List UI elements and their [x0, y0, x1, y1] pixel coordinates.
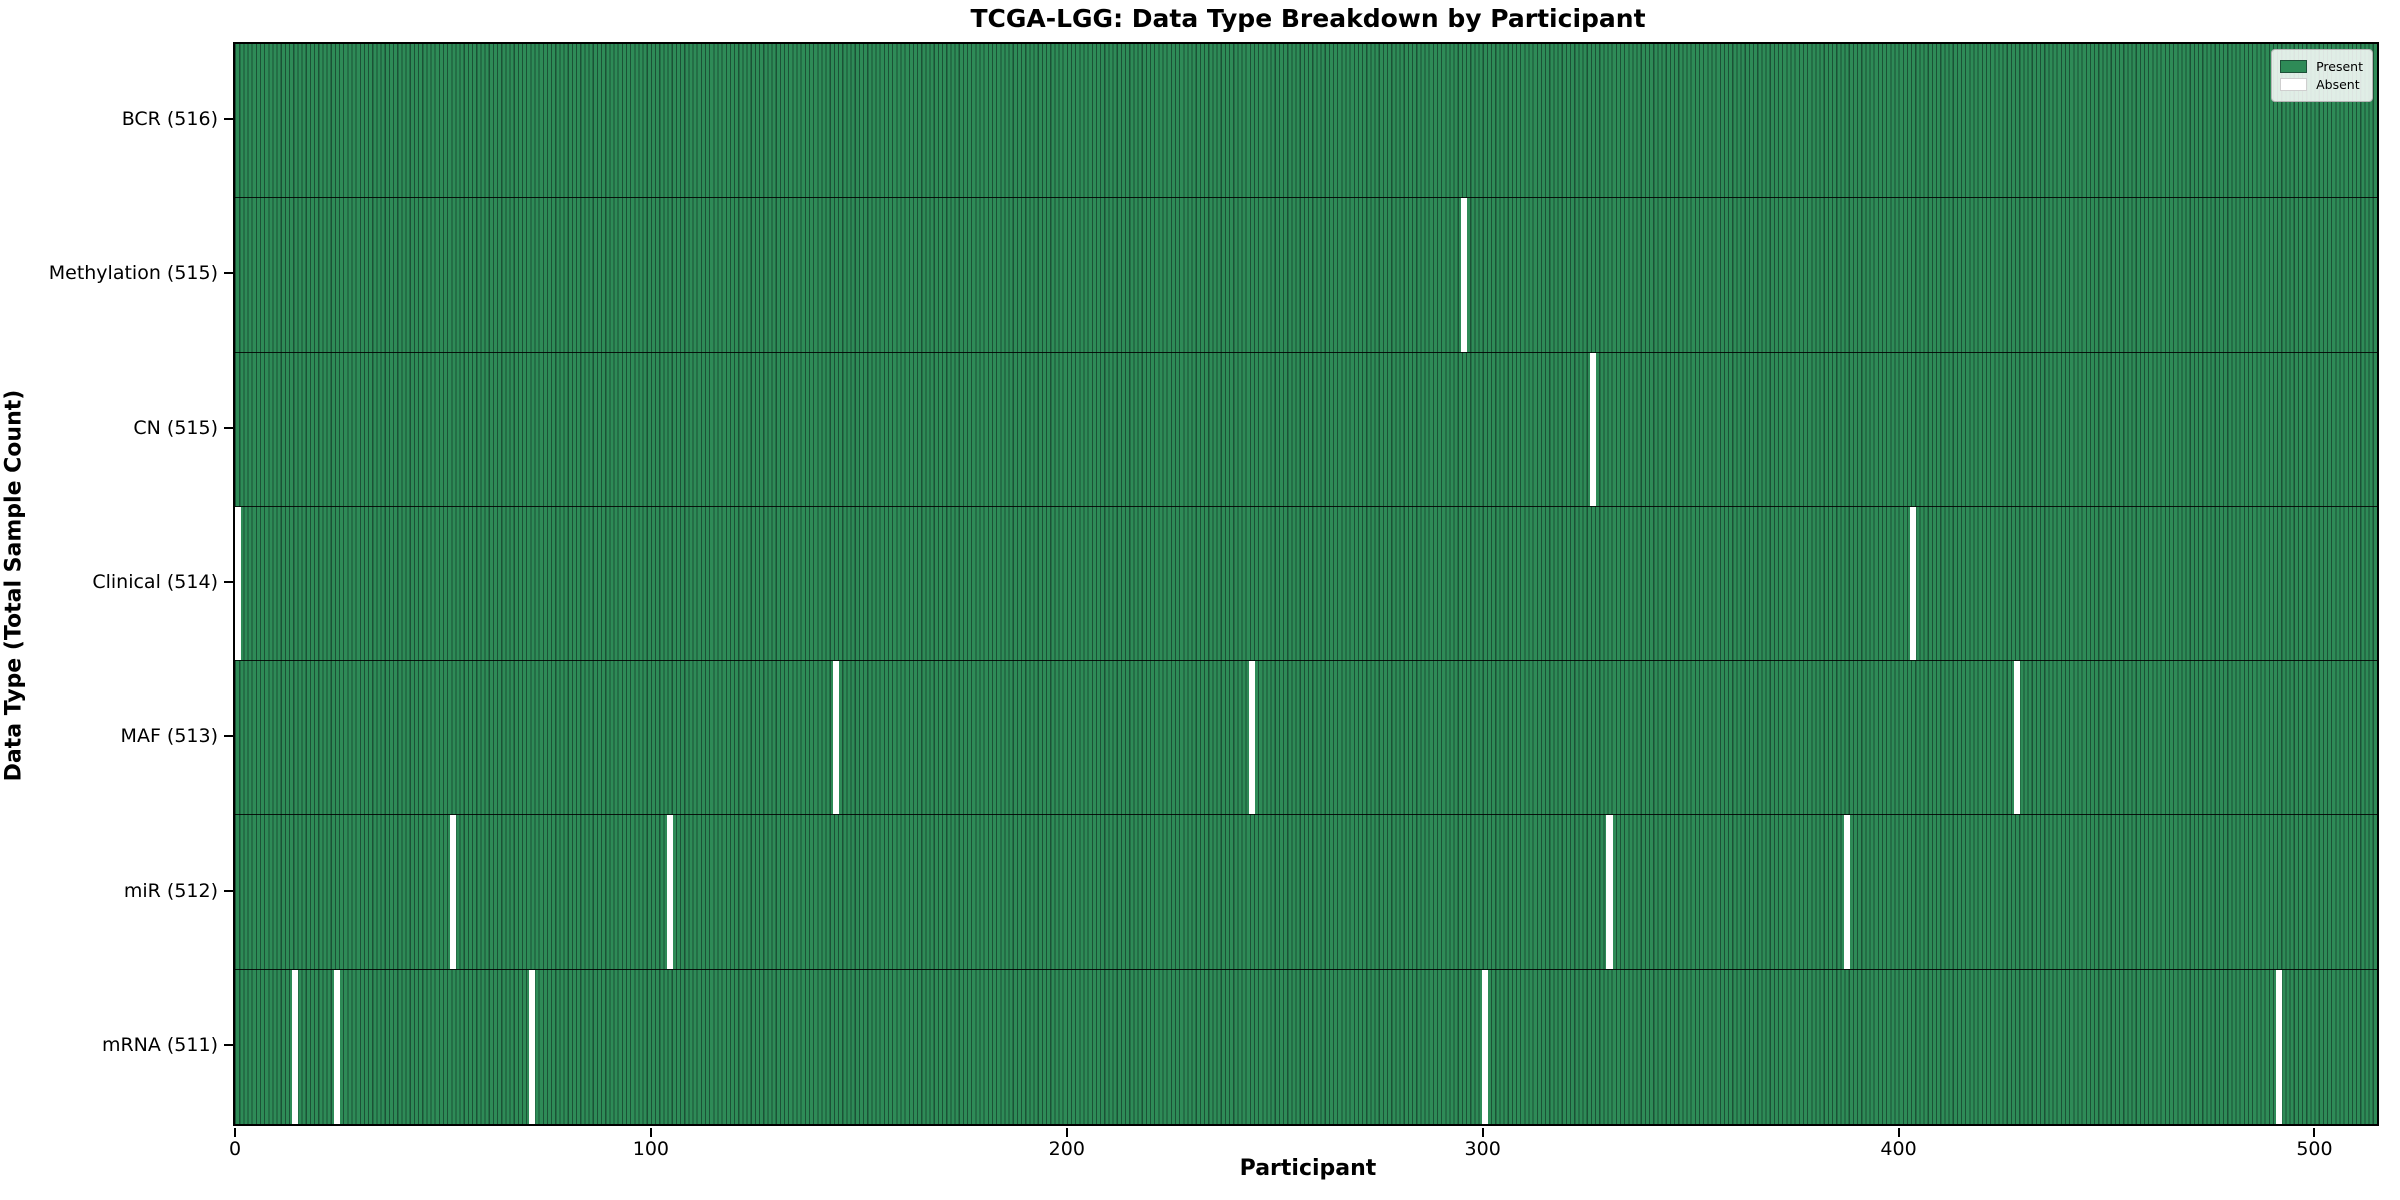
- absent-gap-maf-144: [832, 661, 840, 815]
- y-tick-mark: [224, 426, 233, 429]
- row-cn: [235, 352, 2377, 507]
- absent-gap-mir-52: [450, 815, 457, 969]
- x-tick-label-100: 100: [632, 1138, 670, 1160]
- row-mir: [235, 815, 2377, 970]
- legend: Present Absent: [2271, 49, 2373, 102]
- x-tick-mark: [1065, 1128, 1068, 1137]
- x-tick-label-0: 0: [228, 1138, 242, 1160]
- y-tick-label-bcr: BCR (516): [121, 108, 218, 131]
- absent-gap-mrna-71: [529, 969, 536, 1124]
- x-tick-label-400: 400: [1880, 1138, 1917, 1160]
- y-tick-label-mir: miR (512): [123, 879, 218, 902]
- row-clinical: [235, 506, 2377, 662]
- absent-gap-mir-104: [666, 815, 673, 969]
- x-tick-mark: [234, 1128, 236, 1137]
- absent-gap-methylation-295: [1460, 198, 1468, 352]
- absent-gap-clinical-0: [235, 506, 242, 661]
- x-tick-mark: [649, 1128, 652, 1137]
- legend-swatch-absent: [2280, 78, 2308, 91]
- absent-gap-mrna-491: [2276, 969, 2283, 1124]
- chart-title: TCGA-LGG: Data Type Breakdown by Partici…: [970, 4, 1646, 33]
- x-axis-label: Participant: [1239, 1156, 1377, 1181]
- y-tick-label-cn: CN (515): [133, 416, 218, 439]
- absent-gap-mrna-24: [333, 969, 340, 1124]
- absent-gap-mir-387: [1843, 815, 1850, 969]
- absent-gap-maf-428: [2014, 661, 2021, 815]
- x-tick-mark: [1897, 1128, 1900, 1137]
- y-tick-label-clinical: Clinical (514): [92, 571, 218, 593]
- y-tick-label-maf: MAF (513): [120, 725, 218, 748]
- x-tick-mark: [1481, 1128, 1484, 1137]
- y-tick-mark: [224, 889, 233, 892]
- x-tick-label-500: 500: [2296, 1138, 2333, 1160]
- x-tick-label-200: 200: [1048, 1138, 1085, 1160]
- absent-gap-clinical-403: [1910, 506, 1917, 661]
- absent-gap-cn-326: [1589, 352, 1596, 506]
- absent-gap-mir-330: [1606, 815, 1613, 969]
- x-tick-mark: [2313, 1128, 2316, 1137]
- y-tick-mark: [224, 1043, 233, 1046]
- x-tick-label-300: 300: [1464, 1138, 1501, 1160]
- y-tick-label-mrna: mRNA (511): [101, 1033, 218, 1056]
- legend-label-absent: Absent: [2316, 77, 2360, 92]
- legend-entry-present: Present: [2280, 59, 2363, 74]
- row-maf: [235, 661, 2377, 816]
- y-tick-mark: [224, 735, 233, 738]
- row-mrna: [235, 969, 2377, 1124]
- y-tick-mark: [224, 581, 233, 583]
- absent-gap-mrna-14: [292, 969, 299, 1124]
- row-methylation: [235, 198, 2377, 353]
- y-tick-mark: [224, 118, 233, 121]
- plot-area: Present Absent: [233, 42, 2379, 1126]
- legend-entry-absent: Absent: [2280, 77, 2363, 92]
- absent-gap-mrna-300: [1481, 969, 1488, 1124]
- legend-swatch-present: [2280, 60, 2308, 73]
- legend-label-present: Present: [2316, 59, 2363, 74]
- y-tick-label-methylation: Methylation (515): [48, 262, 218, 285]
- y-tick-mark: [224, 272, 233, 275]
- row-bcr: [235, 44, 2377, 199]
- absent-gap-maf-244: [1248, 661, 1255, 815]
